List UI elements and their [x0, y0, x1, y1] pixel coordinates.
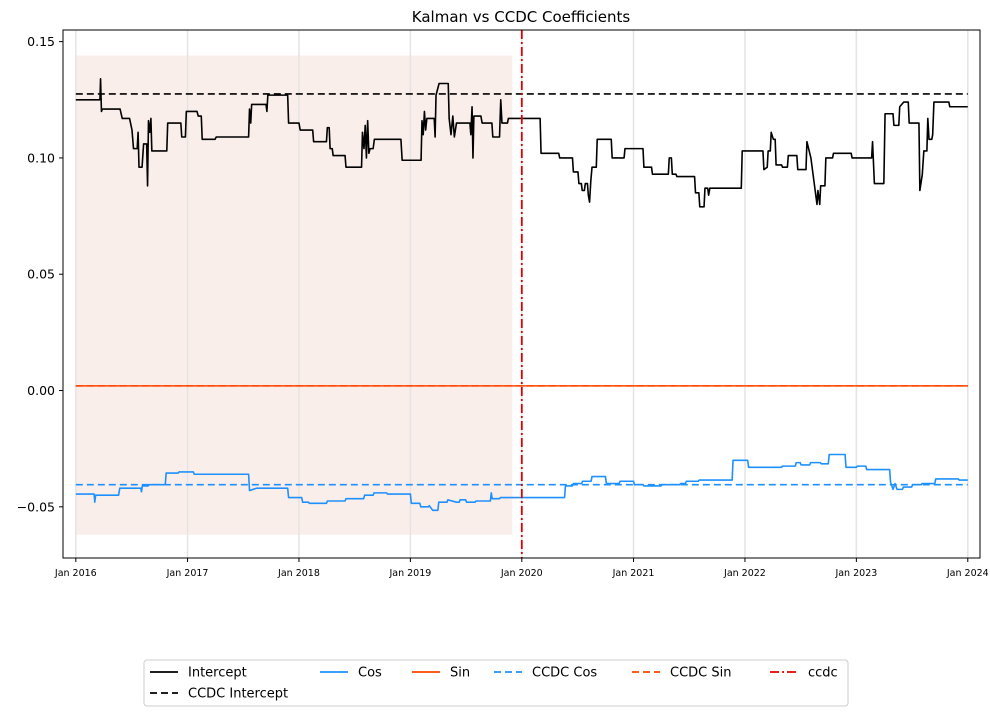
x-tick-label: Jan 2021: [612, 568, 655, 579]
legend: Intercept CCDC Intercept Cos Sin CCDC Cos CCD…: [143, 659, 849, 707]
x-tick-label: Jan 2024: [946, 568, 989, 579]
x-tick-label: Jan 2016: [54, 568, 97, 579]
y-tick-label: 0.10: [27, 150, 55, 165]
y-tick-label: 0.05: [27, 267, 55, 282]
axes-layer: Jan 2016 Jan 2017 Jan 2018 Jan 2019 Jan 2020…: [17, 34, 989, 579]
legend-label: CCDC Sin: [670, 666, 731, 681]
legend-label: CCDC Intercept: [188, 687, 288, 702]
legend-label: ccdc: [808, 666, 838, 681]
legend-label: Cos: [358, 666, 382, 681]
shaded-region: [75, 55, 513, 535]
legend-label: CCDC Cos: [532, 666, 597, 681]
y-tick-label: −0.05: [17, 499, 55, 514]
series-line-cos: [75, 453, 968, 512]
legend-label: Intercept: [188, 666, 247, 681]
x-tick-label: Jan 2018: [277, 568, 320, 579]
x-tick-label: Jan 2023: [834, 568, 877, 579]
chart-title: Kalman vs CCDC Coefficients: [412, 8, 631, 26]
x-tick-label: Jan 2020: [500, 568, 543, 579]
x-tick-label: Jan 2019: [388, 568, 431, 579]
y-tick-label: 0.15: [27, 34, 55, 49]
x-tick-label: Jan 2017: [166, 568, 209, 579]
legend-label: Sin: [450, 666, 470, 681]
x-tick-label: Jan 2022: [723, 568, 766, 579]
series-line-intercept: [75, 78, 968, 208]
y-tick-label: 0.00: [27, 383, 55, 398]
shaded-region-layer: [75, 55, 513, 535]
